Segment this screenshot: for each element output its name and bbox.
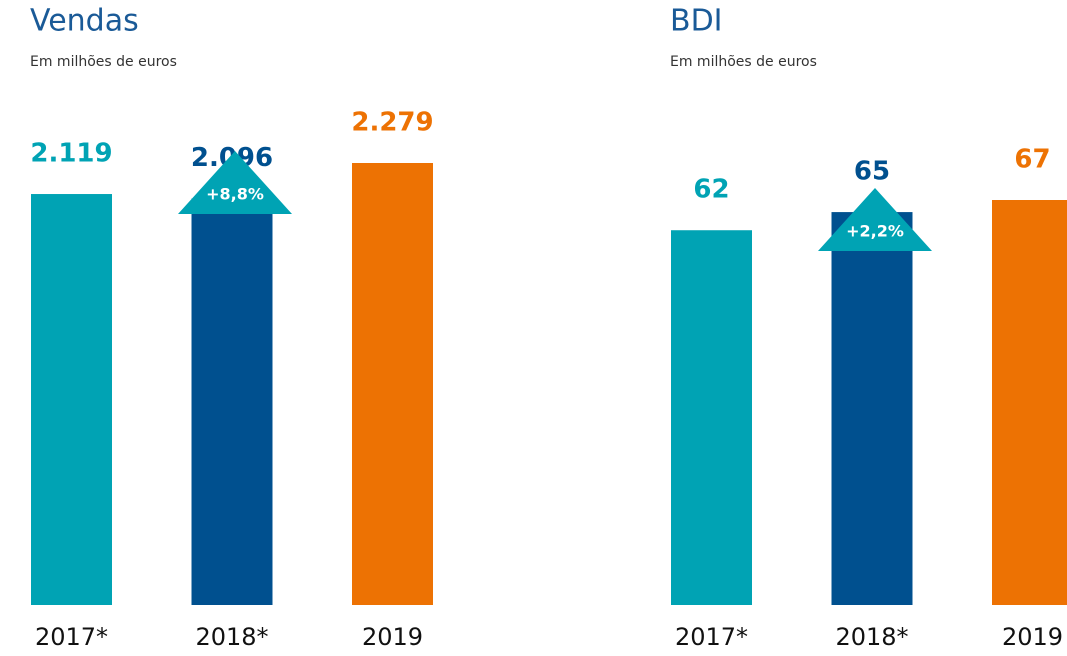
bar xyxy=(352,163,433,605)
growth-label: +2,2% xyxy=(846,222,904,241)
bar xyxy=(31,194,112,605)
growth-triangle xyxy=(818,188,932,251)
value-label: 2.119 xyxy=(30,139,112,169)
value-label: 62 xyxy=(693,175,729,205)
growth-triangle xyxy=(178,151,292,214)
growth-label: +8,8% xyxy=(206,185,264,204)
chart-title: BDI xyxy=(670,4,723,39)
bar xyxy=(831,212,913,606)
value-label: 2.279 xyxy=(351,108,433,138)
chart-subtitle: Em milhões de euros xyxy=(670,54,817,70)
chart-subtitle: Em milhões de euros xyxy=(30,54,177,70)
value-label: 67 xyxy=(1014,145,1050,175)
x-tick-label: 2019 xyxy=(362,623,423,651)
chart-title: Vendas xyxy=(30,4,139,39)
x-tick-label: 2017* xyxy=(35,623,108,651)
x-tick-label: 2018* xyxy=(195,623,268,651)
value-label: 65 xyxy=(854,157,890,187)
bar xyxy=(671,230,752,605)
x-tick-label: 2019 xyxy=(1002,623,1063,651)
x-tick-label: 2017* xyxy=(675,623,748,651)
bar xyxy=(992,200,1067,605)
x-tick-label: 2018* xyxy=(835,623,908,651)
bar xyxy=(191,198,273,605)
